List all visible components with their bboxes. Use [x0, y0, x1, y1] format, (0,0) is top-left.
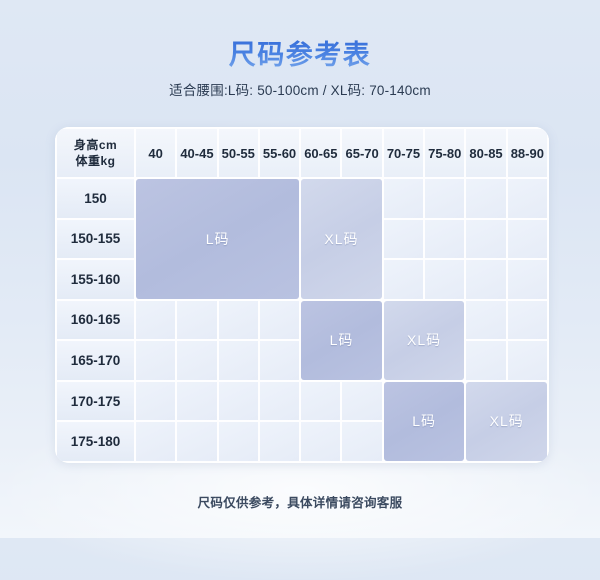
- grid-cell: [342, 179, 382, 218]
- grid-cell: [218, 219, 258, 259]
- grid-cell: [507, 219, 547, 259]
- grid-cell: [507, 300, 547, 340]
- page-title: 尺码参考表: [0, 33, 600, 72]
- grid-cell: [425, 300, 465, 340]
- grid-cell: [383, 219, 424, 259]
- grid-cell: [466, 300, 506, 340]
- column-header-8: 75-80: [425, 129, 465, 177]
- column-header-6: 65-70: [342, 129, 382, 177]
- grid-cell: [136, 219, 176, 259]
- grid-cell: [218, 260, 258, 299]
- grid-cell: [383, 381, 424, 421]
- size-chart-card: 身高cm 体重kg 40 40-45 50-55 55-60 60-65 65-70 70-75…: [55, 127, 549, 463]
- column-header-3: 50-55: [218, 129, 258, 177]
- grid-cell: [301, 260, 341, 299]
- grid-cell: [466, 179, 506, 218]
- grid-cell: [466, 422, 506, 461]
- grid-cell: [507, 422, 547, 461]
- corner-label-weight: 体重kg: [75, 154, 116, 168]
- column-header-1: 40: [136, 129, 176, 177]
- grid-cell: [136, 260, 176, 299]
- grid-cell: [177, 341, 217, 380]
- grid-cell: [301, 179, 341, 218]
- column-header-5: 60-65: [301, 129, 341, 177]
- grid-cell: [507, 260, 547, 299]
- table-corner-header: 身高cm 体重kg: [57, 129, 134, 177]
- grid-cell: [342, 219, 382, 259]
- grid-cell: [218, 341, 258, 380]
- row-header-3: 155-160: [57, 260, 134, 299]
- size-chart-page: 尺码参考表 适合腰围:L码: 50-100cm / XL码: 70-140cm …: [0, 33, 600, 580]
- grid-cell: [466, 381, 506, 421]
- grid-cell: [177, 422, 217, 461]
- grid-cell: [342, 260, 382, 299]
- grid-cell: [383, 300, 424, 340]
- grid-cell: [136, 179, 176, 218]
- grid-cell: [177, 219, 217, 259]
- grid-cell: [136, 341, 176, 380]
- grid-cell: [507, 179, 547, 218]
- grid-cell: [383, 260, 424, 299]
- grid-cell: [425, 219, 465, 259]
- grid-cell: [218, 179, 258, 218]
- row-header-6: 170-175: [57, 381, 134, 421]
- grid-cell: [383, 341, 424, 380]
- grid-cell: [259, 179, 300, 218]
- grid-cell: [301, 422, 341, 461]
- grid-cell: [218, 381, 258, 421]
- row-header-4: 160-165: [57, 300, 134, 340]
- column-header-7: 70-75: [383, 129, 424, 177]
- grid-cell: [177, 179, 217, 218]
- grid-cell: [342, 341, 382, 380]
- grid-cell: [383, 179, 424, 218]
- page-subtitle: 适合腰围:L码: 50-100cm / XL码: 70-140cm: [169, 83, 431, 98]
- grid-cell: [425, 260, 465, 299]
- grid-cell: [136, 381, 176, 421]
- size-chart-grid: 身高cm 体重kg 40 40-45 50-55 55-60 60-65 65-70 70-75…: [55, 127, 549, 463]
- footer-note: 尺码仅供参考，具体详情请咨询客服: [197, 496, 403, 510]
- grid-cell: [301, 219, 341, 259]
- grid-cell: [177, 381, 217, 421]
- grid-cell: [259, 260, 300, 299]
- grid-cell: [259, 422, 300, 461]
- column-header-9: 80-85: [466, 129, 506, 177]
- grid-cell: [425, 341, 465, 380]
- column-header-4: 55-60: [259, 129, 300, 177]
- grid-cell: [218, 422, 258, 461]
- grid-cell: [177, 300, 217, 340]
- grid-cell: [425, 381, 465, 421]
- grid-cell: [259, 381, 300, 421]
- grid-cell: [259, 219, 300, 259]
- grid-cell: [259, 341, 300, 380]
- grid-cell: [301, 341, 341, 380]
- row-header-2: 150-155: [57, 219, 134, 259]
- grid-cell: [425, 179, 465, 218]
- column-header-10: 88-90: [507, 129, 547, 177]
- grid-cell: [259, 300, 300, 340]
- grid-cell: [136, 422, 176, 461]
- column-header-2: 40-45: [177, 129, 217, 177]
- row-header-1: 150: [57, 179, 134, 218]
- grid-cell: [425, 422, 465, 461]
- grid-cell: [466, 219, 506, 259]
- grid-cell: [507, 381, 547, 421]
- grid-cell: [342, 300, 382, 340]
- corner-label-height: 身高cm: [73, 137, 118, 152]
- grid-cells-layer: 身高cm 体重kg 40 40-45 50-55 55-60 60-65 65-70 70-75…: [55, 127, 549, 463]
- row-header-5: 165-170: [57, 341, 134, 380]
- grid-cell: [466, 260, 506, 299]
- grid-cell: [301, 381, 341, 421]
- grid-cell: [383, 422, 424, 461]
- grid-cell: [177, 260, 217, 299]
- row-header-7: 175-180: [57, 422, 134, 461]
- grid-cell: [218, 300, 258, 340]
- grid-cell: [507, 341, 547, 380]
- grid-cell: [342, 381, 382, 421]
- grid-cell: [136, 300, 176, 340]
- grid-cell: [301, 300, 341, 340]
- grid-cell: [342, 422, 382, 461]
- grid-cell: [466, 341, 506, 380]
